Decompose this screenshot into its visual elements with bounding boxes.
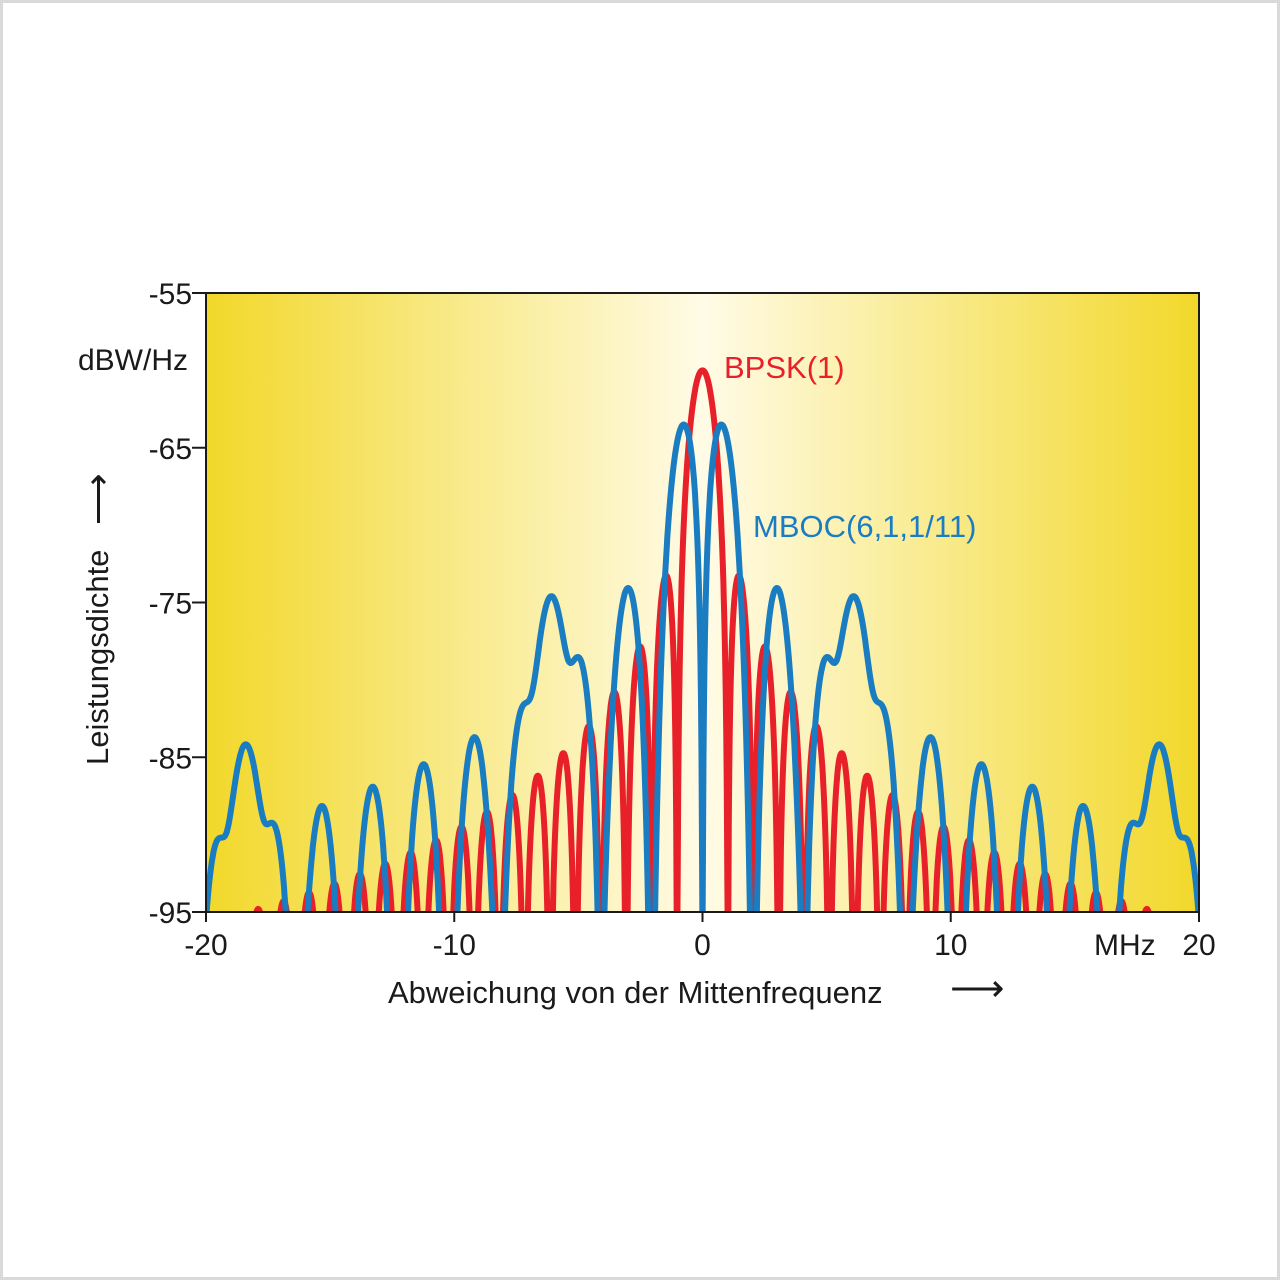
y-tick-label: -55 bbox=[149, 278, 192, 311]
series-line-mboc bbox=[206, 421, 1199, 912]
y-unit-label: dBW/Hz bbox=[78, 344, 188, 377]
y-axis-arrow: ⟶ bbox=[77, 473, 118, 525]
y-tick-label: -75 bbox=[149, 588, 192, 621]
x-axis-title: Abweichung von der Mittenfrequenz bbox=[388, 975, 883, 1010]
y-axis-title-group: Leistungsdichte ⟶ bbox=[77, 473, 118, 765]
series-line-bpsk bbox=[253, 367, 1152, 912]
y-tick-label: -65 bbox=[149, 433, 192, 466]
x-unit-label: MHz bbox=[1094, 929, 1156, 962]
x-tick-label: 10 bbox=[934, 929, 967, 962]
series-label-bpsk: BPSK(1) bbox=[724, 350, 845, 385]
x-tick-label: 20 bbox=[1182, 929, 1215, 962]
x-axis: -20 -10 0 10 20 bbox=[184, 912, 1216, 962]
x-tick-label: -20 bbox=[184, 929, 227, 962]
x-axis-arrow: ⟶ bbox=[950, 968, 1004, 1010]
series-label-mboc: MBOC(6,1,1/11) bbox=[753, 509, 976, 544]
y-axis: -55 -65 -75 -85 -95 bbox=[149, 278, 206, 930]
y-tick-label: -85 bbox=[149, 742, 192, 775]
y-tick-label: -95 bbox=[149, 897, 192, 930]
x-tick-label: -10 bbox=[433, 929, 476, 962]
y-axis-title: Leistungsdichte bbox=[80, 550, 115, 765]
x-tick-label: 0 bbox=[694, 929, 711, 962]
